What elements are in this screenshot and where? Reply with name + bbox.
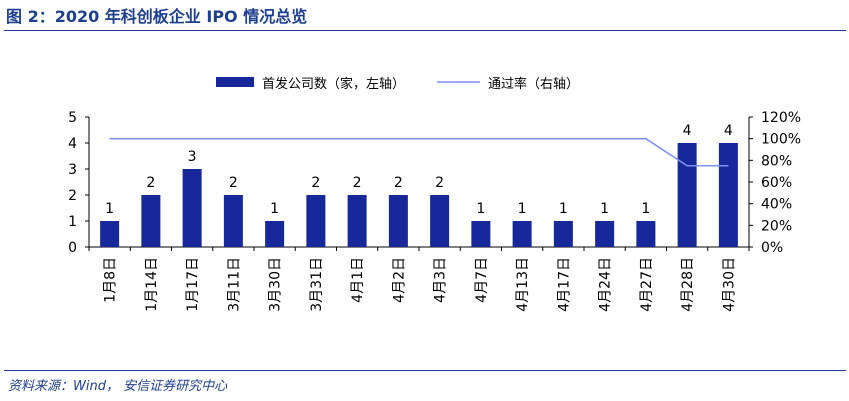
bar-data-label: 1	[518, 201, 527, 217]
x-tick-label: 1月17日	[185, 257, 201, 312]
bar-data-label: 1	[476, 201, 485, 217]
x-tick-label: 4月1日	[350, 257, 366, 303]
x-tick-label: 3月31日	[309, 257, 325, 312]
x-tick-label: 4月13日	[515, 257, 531, 312]
bar-data-label: 1	[600, 201, 609, 217]
bar	[388, 195, 408, 247]
pass-rate-line	[109, 137, 729, 167]
bar-data-label: 2	[146, 175, 155, 191]
legend-label-line: 通过率（右轴）	[488, 76, 579, 92]
bar	[265, 221, 285, 247]
x-tick-label: 4月2日	[391, 257, 407, 303]
y-left-tick-label: 4	[68, 136, 77, 152]
y-left-tick-label: 2	[68, 188, 77, 204]
x-tick-label: 4月28日	[680, 257, 696, 312]
x-tick-label: 4月24日	[598, 257, 614, 312]
axes: 0 1 2 3 4 5 0% 20% 40% 60% 80% 100% 120% 1月8日 1月14日 1月1…	[68, 110, 801, 312]
y-left-tick-label: 0	[68, 240, 77, 256]
bar	[347, 195, 367, 247]
bar-data-label: 3	[188, 149, 197, 165]
y-right-tick-label: 120%	[761, 110, 801, 126]
bar	[306, 195, 326, 247]
x-tick-label: 3月11日	[226, 257, 242, 312]
bar	[595, 221, 615, 247]
x-tick-label: 4月3日	[433, 257, 449, 303]
bar-data-label: 2	[353, 175, 362, 191]
x-tick-label: 1月8日	[103, 257, 119, 303]
bar	[100, 221, 120, 247]
y-right-tick-label: 100%	[761, 132, 801, 148]
bar	[677, 143, 697, 247]
bar-data-label: 1	[559, 201, 568, 217]
x-tick-label: 4月30日	[721, 257, 737, 312]
x-tick-label: 4月27日	[639, 257, 655, 312]
bar	[471, 221, 491, 247]
y-right-tick-label: 40%	[761, 197, 792, 213]
bar-data-label: 1	[270, 201, 279, 217]
bar	[718, 143, 738, 247]
y-right-tick-label: 80%	[761, 153, 792, 169]
x-tick-label: 4月17日	[556, 257, 572, 312]
y-right-tick-label: 0%	[761, 240, 783, 256]
title-rule	[4, 30, 846, 31]
x-tick-label: 1月14日	[144, 257, 160, 312]
bar-data-label: 2	[435, 175, 444, 191]
data-labels: 1 2 3 2 1 2 2 2 2 1 1 1 1 1 4 4	[105, 123, 733, 217]
bar-series	[100, 143, 738, 247]
source-note: 资料来源：Wind， 安信证券研究中心	[8, 379, 228, 394]
y-right-tick-label: 60%	[761, 175, 792, 191]
bar	[430, 195, 450, 247]
bar	[182, 169, 202, 247]
legend-swatch-bar	[216, 77, 254, 87]
bar-data-label: 1	[641, 201, 650, 217]
legend-label-bar: 首发公司数（家，左轴）	[262, 76, 405, 92]
bar-data-label: 2	[229, 175, 238, 191]
y-left-tick-label: 3	[68, 162, 77, 178]
bar	[141, 195, 161, 247]
bar-data-label: 2	[394, 175, 403, 191]
bar	[223, 195, 243, 247]
bar-data-label: 2	[311, 175, 320, 191]
bar-data-label: 4	[724, 123, 733, 139]
bar-data-label: 1	[105, 201, 114, 217]
x-tick-label: 4月7日	[474, 257, 490, 303]
line-series	[109, 137, 729, 167]
y-right-tick-label: 20%	[761, 218, 792, 234]
bar	[636, 221, 656, 247]
y-left-tick-label: 1	[68, 214, 77, 230]
legend: 首发公司数（家，左轴） 通过率（右轴）	[216, 76, 579, 92]
bar	[553, 221, 573, 247]
bar-data-label: 4	[683, 123, 692, 139]
y-left-tick-label: 5	[68, 110, 77, 126]
figure-title: 图 2：2020 年科创板企业 IPO 情况总览	[6, 7, 308, 26]
bar	[512, 221, 532, 247]
x-tick-label: 3月30日	[268, 257, 284, 312]
source-rule	[4, 370, 846, 371]
